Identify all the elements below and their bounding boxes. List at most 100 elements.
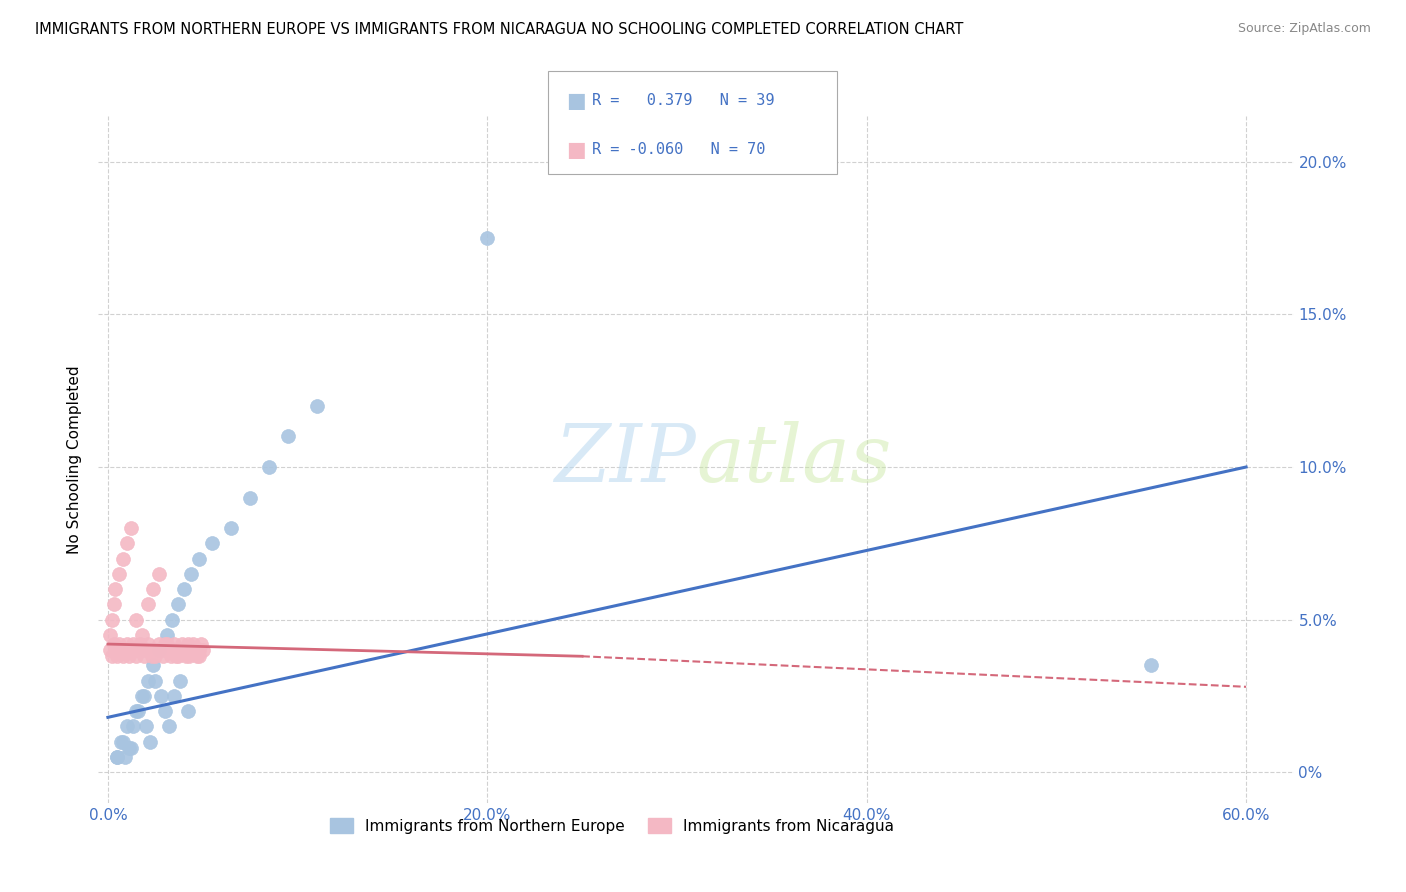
Point	[136, 637, 159, 651]
Point	[150, 643, 173, 657]
Point	[159, 649, 181, 664]
Point	[239, 491, 262, 505]
Point	[176, 637, 198, 651]
Point	[201, 536, 224, 550]
Point	[257, 460, 280, 475]
Point	[112, 649, 135, 664]
Point	[165, 649, 187, 664]
Point	[181, 643, 204, 657]
Point	[188, 551, 211, 566]
Point	[186, 649, 208, 664]
Point	[131, 628, 153, 642]
Text: Source: ZipAtlas.com: Source: ZipAtlas.com	[1237, 22, 1371, 36]
Point	[138, 735, 160, 749]
Point	[136, 673, 159, 688]
Point	[125, 704, 148, 718]
Point	[176, 704, 198, 718]
Point	[121, 719, 143, 733]
Point	[120, 521, 142, 535]
Point	[142, 582, 165, 596]
Point	[146, 643, 169, 657]
Point	[169, 643, 191, 657]
Point	[127, 643, 149, 657]
Point	[277, 429, 299, 443]
Point	[157, 643, 180, 657]
Point	[148, 643, 170, 657]
Point	[191, 643, 214, 657]
Point	[477, 231, 499, 245]
Point	[114, 750, 136, 764]
Point	[125, 613, 148, 627]
Point	[103, 598, 125, 612]
Point	[112, 551, 135, 566]
Point	[120, 643, 142, 657]
Point	[142, 658, 165, 673]
Text: ■: ■	[567, 91, 586, 111]
Point	[98, 628, 121, 642]
Point	[167, 649, 190, 664]
Point	[120, 740, 142, 755]
Point	[141, 649, 163, 664]
Point	[181, 637, 204, 651]
Point	[184, 643, 207, 657]
Point	[188, 643, 211, 657]
Text: R = -0.060   N = 70: R = -0.060 N = 70	[592, 143, 765, 157]
Point	[179, 649, 201, 664]
Point	[180, 643, 202, 657]
Point	[115, 719, 138, 733]
Point	[115, 637, 138, 651]
Text: ZIP: ZIP	[554, 421, 696, 498]
Point	[110, 735, 132, 749]
Point	[156, 628, 179, 642]
Point	[170, 643, 193, 657]
Point	[118, 649, 141, 664]
Point	[108, 566, 131, 581]
Point	[131, 689, 153, 703]
Point	[173, 643, 195, 657]
Point	[173, 582, 195, 596]
Point	[104, 582, 127, 596]
Point	[176, 643, 198, 657]
Point	[153, 643, 176, 657]
Point	[103, 637, 125, 651]
Point	[153, 637, 176, 651]
Text: IMMIGRANTS FROM NORTHERN EUROPE VS IMMIGRANTS FROM NICARAGUA NO SCHOOLING COMPLE: IMMIGRANTS FROM NORTHERN EUROPE VS IMMIG…	[35, 22, 963, 37]
Point	[167, 598, 190, 612]
Point	[190, 637, 212, 651]
Point	[135, 643, 157, 657]
Point	[174, 649, 197, 664]
Text: ■: ■	[567, 140, 586, 160]
Point	[143, 673, 166, 688]
Point	[108, 637, 131, 651]
Point	[1140, 658, 1163, 673]
Point	[112, 735, 135, 749]
Point	[129, 637, 152, 651]
Point	[121, 637, 143, 651]
Point	[153, 704, 176, 718]
Point	[188, 649, 211, 664]
Point	[136, 598, 159, 612]
Point	[131, 643, 153, 657]
Point	[115, 536, 138, 550]
Point	[105, 750, 128, 764]
Point	[118, 740, 141, 755]
Point	[98, 643, 121, 657]
Point	[163, 689, 186, 703]
Point	[104, 643, 127, 657]
Point	[152, 649, 174, 664]
Point	[138, 643, 160, 657]
Point	[105, 649, 128, 664]
Y-axis label: No Schooling Completed: No Schooling Completed	[67, 365, 83, 554]
Point	[135, 719, 157, 733]
Point	[124, 643, 146, 657]
Legend: Immigrants from Northern Europe, Immigrants from Nicaragua: Immigrants from Northern Europe, Immigra…	[325, 812, 900, 839]
Point	[162, 643, 184, 657]
Point	[125, 649, 148, 664]
Point	[150, 689, 173, 703]
Point	[159, 643, 181, 657]
Point	[170, 637, 193, 651]
Point	[132, 649, 155, 664]
Point	[165, 643, 187, 657]
Point	[157, 719, 180, 733]
Point	[143, 649, 166, 664]
